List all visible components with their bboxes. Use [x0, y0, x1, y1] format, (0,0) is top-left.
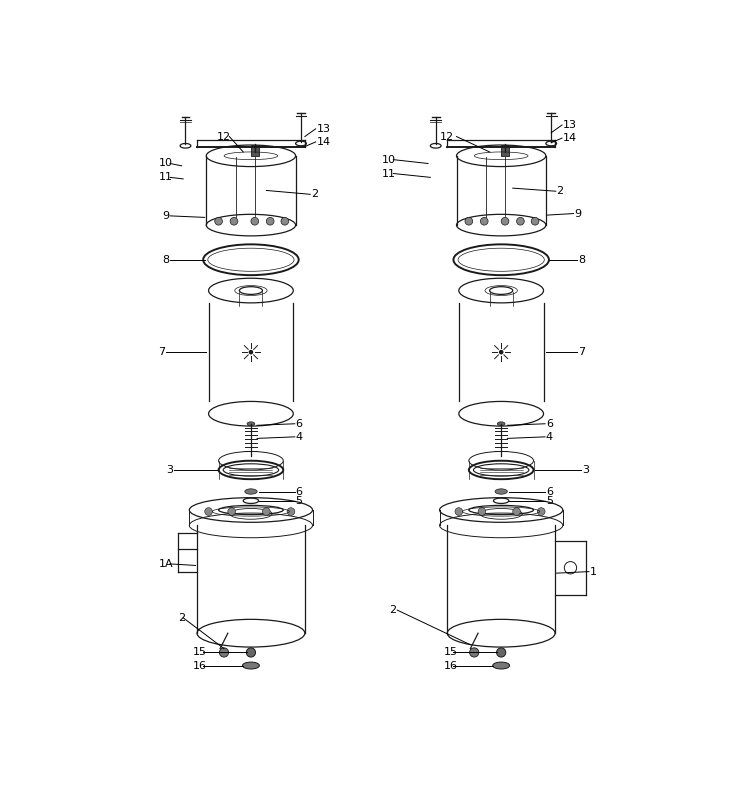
Text: 3: 3 — [582, 465, 589, 475]
Text: 14: 14 — [563, 133, 577, 143]
Circle shape — [219, 648, 228, 657]
Text: 11: 11 — [158, 173, 172, 182]
Text: 16: 16 — [443, 660, 458, 670]
Text: 2: 2 — [178, 613, 185, 623]
Text: 4: 4 — [296, 432, 303, 442]
Text: 8: 8 — [162, 255, 169, 265]
Circle shape — [287, 508, 295, 516]
Circle shape — [531, 217, 539, 225]
Text: 6: 6 — [546, 418, 553, 429]
Text: 12: 12 — [440, 132, 454, 141]
Circle shape — [478, 508, 485, 516]
Circle shape — [204, 508, 212, 516]
Text: 11: 11 — [382, 169, 396, 178]
Bar — [251, 145, 258, 155]
Text: 1: 1 — [590, 567, 596, 577]
Text: 8: 8 — [578, 255, 585, 265]
Circle shape — [230, 217, 238, 225]
Circle shape — [499, 350, 504, 355]
Circle shape — [281, 217, 288, 225]
Text: 2: 2 — [556, 186, 564, 196]
Text: 12: 12 — [217, 132, 231, 141]
Text: 6: 6 — [546, 487, 553, 497]
Bar — [502, 145, 509, 155]
Text: 9: 9 — [162, 211, 169, 221]
Text: 13: 13 — [563, 120, 577, 130]
Circle shape — [469, 648, 479, 657]
Text: 10: 10 — [382, 155, 396, 165]
Text: 10: 10 — [158, 159, 172, 169]
Ellipse shape — [245, 489, 257, 495]
Circle shape — [502, 217, 509, 225]
Circle shape — [496, 648, 506, 657]
Ellipse shape — [247, 422, 255, 425]
Circle shape — [251, 217, 258, 225]
Circle shape — [266, 217, 274, 225]
Text: 7: 7 — [158, 347, 166, 357]
Circle shape — [480, 217, 488, 225]
Text: 5: 5 — [296, 496, 302, 506]
Text: 6: 6 — [296, 418, 302, 429]
Text: 7: 7 — [578, 347, 585, 357]
Text: 15: 15 — [193, 648, 207, 658]
Circle shape — [249, 350, 253, 355]
Text: 4: 4 — [546, 432, 553, 442]
Ellipse shape — [497, 422, 505, 425]
Text: 5: 5 — [546, 496, 553, 506]
Text: 16: 16 — [193, 660, 207, 670]
Circle shape — [517, 217, 524, 225]
Circle shape — [455, 508, 463, 516]
Circle shape — [215, 217, 223, 225]
Circle shape — [512, 508, 520, 516]
Circle shape — [263, 508, 270, 516]
Circle shape — [465, 217, 473, 225]
Text: 2: 2 — [390, 605, 396, 615]
Ellipse shape — [495, 489, 507, 495]
Text: 15: 15 — [443, 648, 458, 658]
Ellipse shape — [493, 662, 510, 669]
Circle shape — [246, 648, 256, 657]
Text: 13: 13 — [316, 124, 331, 134]
Ellipse shape — [242, 662, 259, 669]
Text: 14: 14 — [316, 137, 331, 147]
Text: 9: 9 — [575, 209, 582, 218]
Text: 1A: 1A — [158, 559, 173, 569]
Circle shape — [537, 508, 545, 516]
Circle shape — [228, 508, 236, 516]
Text: 3: 3 — [166, 465, 173, 475]
Text: 6: 6 — [296, 487, 302, 497]
Text: 2: 2 — [311, 189, 318, 199]
